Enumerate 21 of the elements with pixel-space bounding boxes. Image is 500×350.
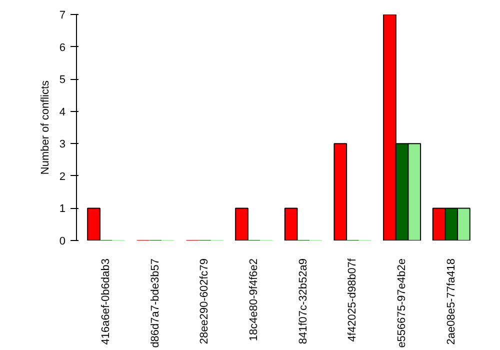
y-tick-label: 1 [59, 203, 66, 216]
y-tick-label: 4 [59, 106, 66, 118]
x-tick-label: 841f07c-32b52a9 [297, 258, 310, 344]
bar [284, 208, 298, 240]
x-tick-label: d86d7a7-bde3b57 [149, 258, 162, 348]
x-tick-label: 28ee290-602fc79 [198, 258, 211, 344]
y-tick-label: 6 [59, 42, 66, 54]
y-tick-label: 7 [59, 10, 66, 22]
x-tick-label: e556675-97e4b2e [396, 258, 408, 348]
x-tick-label: 416a6ef-0b6dab3 [100, 258, 112, 345]
y-axis-title: Number of conflicts [39, 80, 52, 175]
y-tick-label: 5 [59, 74, 66, 86]
y-tick-label: 3 [59, 138, 66, 151]
bar [87, 208, 100, 240]
x-tick-label: 2ae08e5-77fa418 [445, 258, 458, 345]
y-tick-label: 0 [59, 236, 66, 248]
x-tick-label: 18c4e80-9f4f6e2 [248, 258, 260, 342]
bar [334, 143, 348, 240]
x-tick-label: 4f42025-d98b07f [346, 258, 359, 342]
y-tick-label: 2 [59, 170, 66, 183]
bar [235, 208, 248, 240]
